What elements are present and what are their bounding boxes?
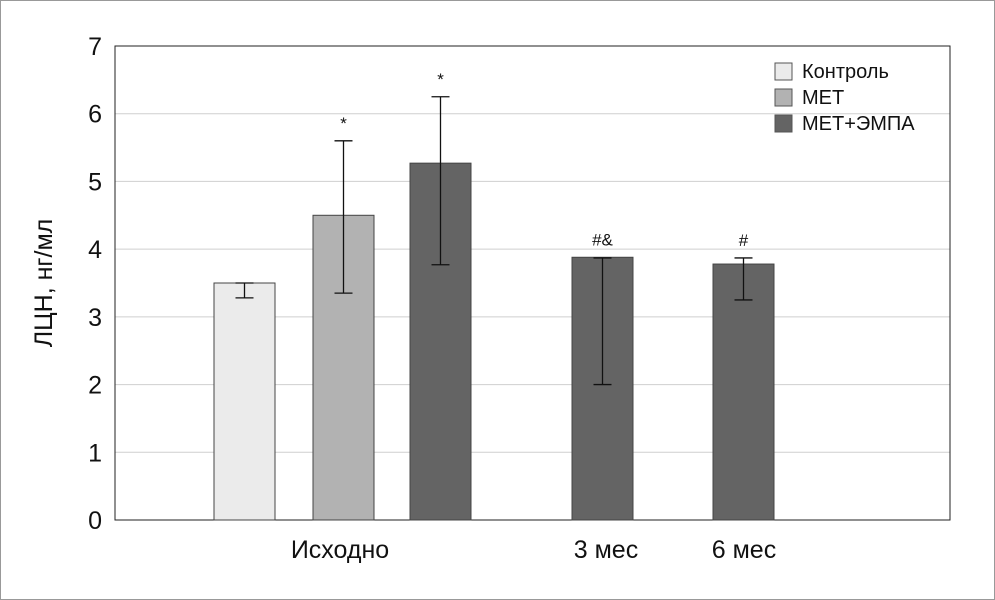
y-tick-label: 0	[88, 507, 102, 535]
significance-annotation: #&	[592, 230, 613, 249]
bar	[712, 263, 775, 521]
x-category-label: Исходно	[291, 536, 389, 564]
plot-frame	[114, 45, 951, 521]
x-category-label: 6 мес	[712, 536, 776, 564]
legend-label: МЕТ	[802, 87, 844, 109]
y-tick-label: 3	[88, 304, 102, 332]
y-tick-label: 7	[88, 33, 102, 61]
legend-label: Контроль	[802, 61, 889, 83]
legend-label: МЕТ+ЭМПА	[802, 113, 915, 135]
bar	[213, 282, 276, 521]
y-axis-label: ЛЦН, нг/мл	[30, 219, 58, 348]
y-tick-label: 4	[88, 236, 102, 264]
y-tick-label: 2	[88, 372, 102, 400]
significance-annotation: *	[340, 114, 347, 133]
legend-swatch	[774, 114, 793, 133]
significance-annotation: *	[437, 70, 444, 89]
legend-swatch	[774, 62, 793, 81]
significance-annotation: #	[739, 231, 749, 250]
x-category-label: 3 мес	[574, 536, 638, 564]
y-tick-label: 5	[88, 168, 102, 196]
legend-swatch	[774, 88, 793, 107]
y-tick-label: 1	[88, 439, 102, 467]
y-tick-label: 6	[88, 101, 102, 129]
